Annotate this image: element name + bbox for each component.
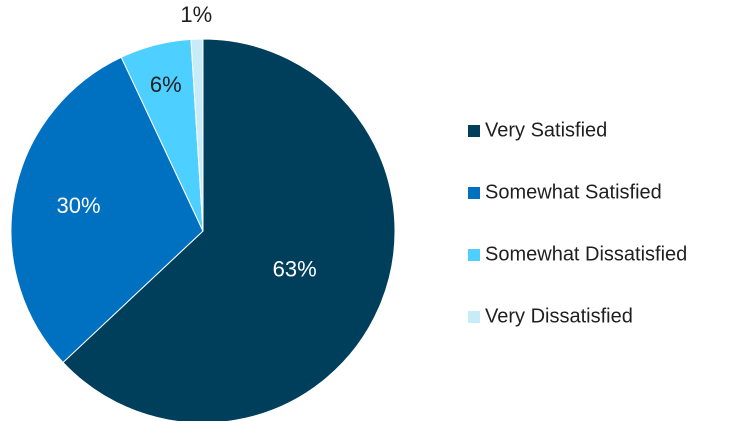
- legend-item: Very Satisfied: [468, 119, 607, 141]
- slice-data-label: 6%: [150, 72, 182, 97]
- pie-slice-very-satisfied: [62, 38, 396, 421]
- legend-swatch: [468, 249, 480, 261]
- pie-slices: [10, 38, 396, 421]
- legend: Very Satisfied Somewhat Satisfied Somewhat…: [468, 119, 687, 327]
- legend-item: Very Dissatisfied: [468, 305, 633, 327]
- legend-label: Somewhat Satisfied: [485, 181, 662, 203]
- legend-label: Somewhat Dissatisfied: [485, 243, 687, 265]
- slice-data-label: 30%: [57, 193, 101, 218]
- pie-slice-labels: 63% 30% 6% 1%: [57, 2, 317, 282]
- legend-swatch: [468, 125, 480, 137]
- legend-label: Very Satisfied: [485, 119, 607, 141]
- legend-label: Very Dissatisfied: [485, 305, 633, 327]
- pie-slice-very-dissatisfied: [190, 38, 204, 232]
- legend-swatch: [468, 311, 480, 323]
- legend-item: Somewhat Satisfied: [468, 181, 662, 203]
- slice-data-label: 1%: [180, 2, 212, 27]
- legend-swatch: [468, 187, 480, 199]
- legend-item: Somewhat Dissatisfied: [468, 243, 687, 265]
- pie-slice-somewhat-satisfied: [10, 56, 204, 364]
- slice-data-label: 63%: [273, 256, 317, 281]
